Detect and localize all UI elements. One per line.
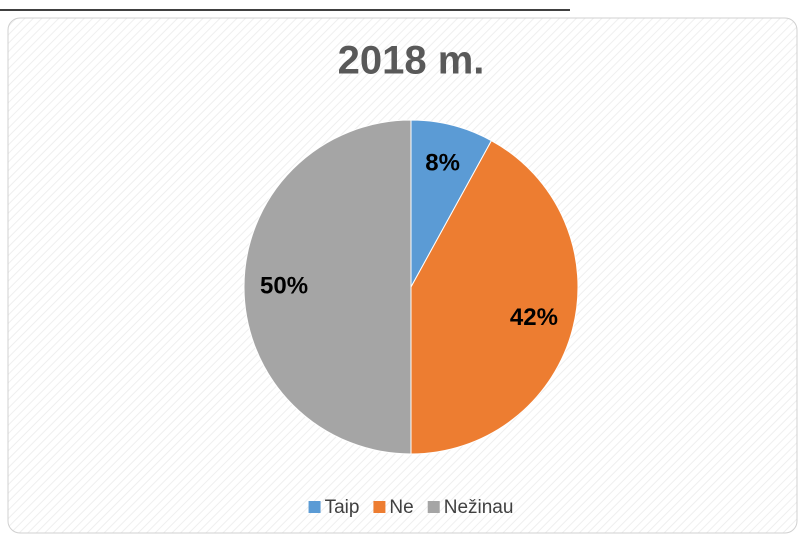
data-label: 50%	[260, 272, 308, 299]
legend-label: Nežinau	[444, 497, 514, 518]
data-label: 8%	[425, 149, 460, 176]
legend-swatch	[427, 501, 440, 513]
legend-label: Ne	[389, 497, 413, 518]
chart-title: 2018 m.	[338, 39, 485, 83]
pie-slice	[243, 119, 412, 455]
legend-swatch	[308, 501, 321, 513]
pie-slice	[410, 139, 579, 455]
legend-label: Taip	[325, 497, 360, 518]
data-label: 42%	[510, 304, 558, 331]
legend-swatch	[373, 501, 386, 513]
